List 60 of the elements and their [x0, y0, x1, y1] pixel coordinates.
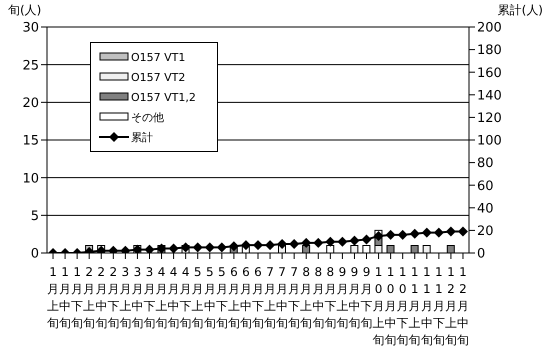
x-tick-label: 11月上旬: [408, 265, 421, 347]
y-tick-label: 0: [30, 246, 39, 262]
y2-tick-label: 60: [477, 178, 494, 194]
x-tick-label: 4月上旬: [156, 265, 168, 330]
x-tick-label: 2月下旬: [107, 265, 120, 330]
x-tick-label: 4月中旬: [168, 265, 180, 330]
legend-label: その他: [131, 110, 164, 124]
x-tick-label: 1月下旬: [71, 265, 84, 330]
y2-tick-label: 160: [477, 66, 502, 81]
y2-tick-label: 180: [477, 43, 502, 58]
x-tick-label: 11月下旬: [432, 265, 445, 347]
x-tick-label: 7月中旬: [276, 265, 288, 330]
x-tick-label: 10月中旬: [384, 265, 397, 347]
x-tick-label: 9月上旬: [336, 265, 348, 330]
x-tick-label: 5月下旬: [216, 265, 228, 330]
x-tick-label: 5月中旬: [204, 265, 216, 330]
x-tick-label: 12月上旬: [444, 265, 457, 347]
y-tick-label: 30: [22, 20, 39, 36]
y2-tick-label: 0: [477, 246, 486, 262]
y-tick-label: 10: [22, 171, 39, 186]
x-tick-label: 3月中旬: [131, 265, 144, 330]
x-tick-label: 11月中旬: [420, 265, 433, 347]
x-tick-label: 3月上旬: [119, 265, 132, 330]
x-tick-label: 8月下旬: [324, 265, 336, 330]
y2-tick-label: 80: [477, 156, 494, 172]
x-tick-label: 2月中旬: [95, 265, 108, 330]
y2-tick-label: 100: [477, 134, 502, 149]
x-tick-label: 8月上旬: [300, 265, 312, 330]
y-axis-title: 旬(人): [8, 2, 42, 19]
y2-tick-label: 20: [477, 224, 494, 240]
x-tick-label: 4月下旬: [180, 265, 192, 330]
x-tick-label: 1月中旬: [59, 265, 72, 330]
y-tick-label: 25: [22, 58, 39, 74]
x-tick-label: 10月上旬: [372, 265, 385, 347]
x-tick-label: 6月中旬: [240, 265, 252, 330]
y-tick-label: 5: [30, 208, 39, 224]
y-tick-label: 20: [22, 96, 39, 111]
x-tick-label: 1月上旬: [47, 265, 60, 330]
legend-label: O157 VT2: [131, 70, 186, 84]
x-tick-label: 9月中旬: [348, 265, 360, 330]
x-tick-label: 9月下旬: [360, 265, 373, 330]
y2-tick-label: 140: [477, 88, 502, 104]
x-tick-label: 6月上旬: [228, 265, 240, 330]
x-tick-label: 3月下旬: [143, 265, 156, 330]
x-tick-label: 6月下旬: [252, 265, 264, 330]
y2-tick-label: 200: [477, 20, 502, 36]
x-tick-label: 7月下旬: [288, 265, 300, 330]
y2-tick-label: 40: [477, 201, 494, 216]
x-tick-label: 10月下旬: [396, 265, 409, 347]
legend-label: 累計: [131, 130, 153, 144]
y2-axis-title: 累計(人): [498, 2, 543, 19]
y-tick-label: 15: [22, 134, 39, 149]
x-tick-label: 5月上旬: [192, 265, 204, 330]
legend-label: O157 VT1: [131, 50, 186, 64]
x-tick-label: 7月上旬: [264, 265, 276, 330]
x-tick-label: 2月上旬: [83, 265, 96, 330]
x-tick-label: 12月中旬: [456, 265, 469, 347]
x-tick-label: 8月中旬: [312, 265, 324, 330]
legend-label: O157 VT1,2: [131, 90, 196, 104]
y2-tick-label: 120: [477, 111, 502, 126]
